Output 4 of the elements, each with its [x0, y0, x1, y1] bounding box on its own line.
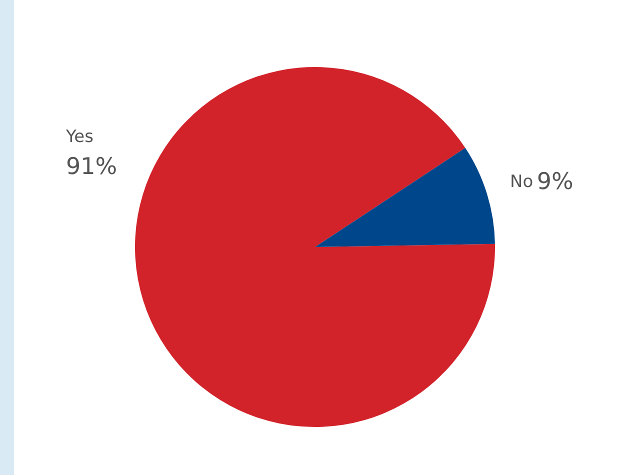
- data-label: 91%: [66, 154, 118, 180]
- slice-label: No: [510, 172, 534, 192]
- data-label: 9%: [536, 169, 574, 195]
- slice-label: Yes: [65, 127, 94, 147]
